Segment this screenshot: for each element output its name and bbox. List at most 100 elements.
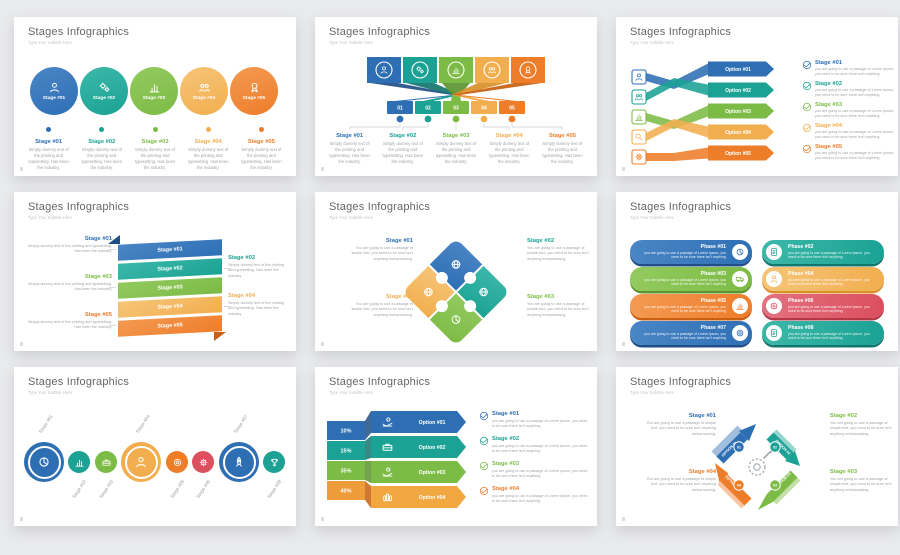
stage-label: Stage #03 — [98, 479, 115, 500]
svg-text:10%: 10% — [340, 429, 351, 435]
bullet-dot — [99, 127, 105, 132]
slide-number-mark — [622, 342, 625, 346]
stage-row: Stage #03 you are going to use a passage … — [802, 102, 896, 119]
truck-icon — [732, 271, 748, 287]
stage-row: Stage #02 you are going to use a passage … — [802, 81, 896, 98]
pie-icon — [37, 455, 51, 469]
stage-row: Stage #05 you are going to use a passage … — [802, 144, 896, 161]
stage-label: Stage #02 — [71, 479, 88, 500]
connector-dash — [224, 268, 231, 269]
user-icon — [134, 455, 148, 469]
stage-caption: Stage #03 you are going to use a passage … — [492, 461, 588, 478]
slide-title: Stages Infographics — [630, 376, 732, 388]
document-icon — [766, 244, 782, 260]
percent-arrow-diagram: 10% 15% 35% 40% Option #01 Option #02 — [327, 411, 466, 508]
stage-caption: Stage #01 you are going to use a passage … — [815, 60, 895, 77]
svg-text:05: 05 — [509, 106, 515, 112]
stage-caption: Stage #01 you are going to use a passage … — [492, 411, 588, 428]
phase-pill-2: Phase #02 you are going to use a passage … — [762, 240, 884, 264]
slide-9-cycle-arrows: Stages Infographics Type Your Subtitle H… — [616, 367, 898, 526]
check-circle-icon — [802, 81, 812, 91]
stage-row: Stage #01 you are going to use a passage … — [479, 411, 591, 429]
check-circle-icon — [479, 486, 489, 496]
slide-number-mark — [321, 342, 324, 346]
stage-circle-label: Stage #03 — [142, 96, 166, 101]
ribbon-2: Stage #02 — [118, 258, 222, 280]
slide-1-circle-stages: Stages Infographics Type Your Subtitle H… — [14, 17, 296, 176]
stage-caption: Stage #03 You are going to use a passage … — [527, 294, 589, 317]
slide-6-phase-pills: Stages Infographics Type Your Subtitle H… — [616, 192, 898, 351]
rocket-icon — [232, 455, 246, 469]
bullet-dot — [205, 127, 211, 132]
trophy-icon — [269, 457, 280, 468]
stage-row: Stage #03 you are going to use a passage … — [479, 461, 591, 479]
svg-text:04: 04 — [737, 483, 741, 487]
funnel-diagram: 01 02 03 04 05 — [349, 57, 563, 130]
stage-label: Stage #04 — [134, 413, 151, 434]
target-icon — [172, 457, 183, 468]
slide-4-stacked-ribbons: Stages Infographics Type Your Subtitle H… — [14, 192, 296, 351]
slide-number-mark — [321, 167, 324, 171]
option-edge-labels: OPTION 01 OPTION 02 OPTION 03 OPTION 04 — [721, 439, 792, 492]
stage-captions-row: Stage #01 Simply dummy text of the printi… — [22, 121, 288, 172]
check-circle-icon — [479, 461, 489, 471]
check-circle-icon — [802, 123, 812, 133]
zigzag-diagram: Option #01 Option #02 Option #03 Option … — [631, 61, 774, 165]
svg-text:03: 03 — [773, 483, 777, 487]
stage-circle-3 — [95, 451, 117, 473]
slide-subtitle: Type Your Subtitle Here — [28, 215, 72, 220]
stage-caption: Stage #05 Simply dummy text of the printi… — [28, 312, 112, 330]
globe-icon — [422, 286, 435, 299]
stage-row: Stage #04 you are going to use a passage … — [802, 123, 896, 140]
svg-text:01: 01 — [397, 106, 403, 112]
check-circle-icon — [479, 411, 489, 421]
connector-dash — [224, 306, 231, 307]
svg-text:01: 01 — [737, 445, 741, 449]
slide-title: Stages Infographics — [630, 26, 732, 38]
svg-text:Option #03: Option #03 — [725, 109, 751, 115]
stage-circle-2: Stage #02 — [80, 67, 128, 115]
ribbon-3: Stage #03 — [118, 277, 222, 299]
phase-pill-1: Phase #01 you are going to use a passage … — [630, 240, 752, 264]
slide-7-circle-timeline: Stages Infographics Type Your Subtitle H… — [14, 367, 296, 526]
stage-caption: Stage #03 Simply dummy text of the printi… — [128, 121, 181, 172]
slide-title: Stages Infographics — [28, 201, 130, 213]
phase-pill-4: Phase #04 you are going to use a passage … — [762, 267, 884, 291]
stage-caption: Stage #02 You are going to use a passage … — [527, 238, 589, 261]
arrow-underlays — [711, 425, 801, 509]
slide-title: Stages Infographics — [28, 26, 130, 38]
globe-icon — [477, 286, 490, 299]
medical-cross-icon — [766, 298, 782, 314]
chart-icon — [74, 457, 85, 468]
slide-title: Stages Infographics — [329, 26, 431, 38]
check-circle-icon — [802, 144, 812, 154]
user-icon — [766, 271, 782, 287]
check-circle-icon — [802, 102, 812, 112]
slide-number-mark — [20, 517, 23, 521]
puzzle-diamond — [402, 238, 510, 346]
stage-label: Stage #08 — [266, 479, 283, 500]
stage-circle-3: Stage #03 — [130, 67, 178, 115]
stage-caption: Stage #01 Simply dummy text of the printi… — [22, 121, 75, 172]
stage-caption: Stage #02 Simply dummy text of the printi… — [382, 133, 424, 165]
slide-number-mark — [622, 517, 625, 521]
stage-circle-5 — [166, 451, 188, 473]
slides-grid: Stages Infographics Type Your Subtitle H… — [14, 17, 898, 526]
slide-subtitle: Type Your Subtitle Here — [329, 215, 373, 220]
tab-numbers: 01 02 03 04 05 — [397, 106, 515, 112]
svg-text:35%: 35% — [340, 469, 351, 475]
ribbon-4: Stage #04 — [118, 296, 222, 318]
banner-icons — [375, 61, 537, 79]
percent-bars — [327, 421, 365, 500]
stage-caption: Stage #03 You are going to use a passage … — [830, 469, 892, 492]
stage-caption: Stage #05 Simply dummy text of the printi… — [542, 133, 583, 165]
stage-caption: Stage #01 Simply dummy text of the printi… — [28, 236, 112, 254]
phase-pill-5: Phase #05 you are going to use a passage … — [630, 294, 752, 318]
percent-labels: 10% 15% 35% 40% — [340, 429, 351, 495]
stage-circle-2 — [68, 451, 90, 473]
slide-2-funnel-stages: Stages Infographics Type Your Subtitle H… — [315, 17, 597, 176]
stage-caption: Stage #02 Simply dummy text of the printi… — [228, 255, 285, 278]
stage-circle-label: Stage #04 — [192, 96, 216, 101]
number-dots — [733, 441, 781, 491]
briefcase-icon — [101, 457, 112, 468]
